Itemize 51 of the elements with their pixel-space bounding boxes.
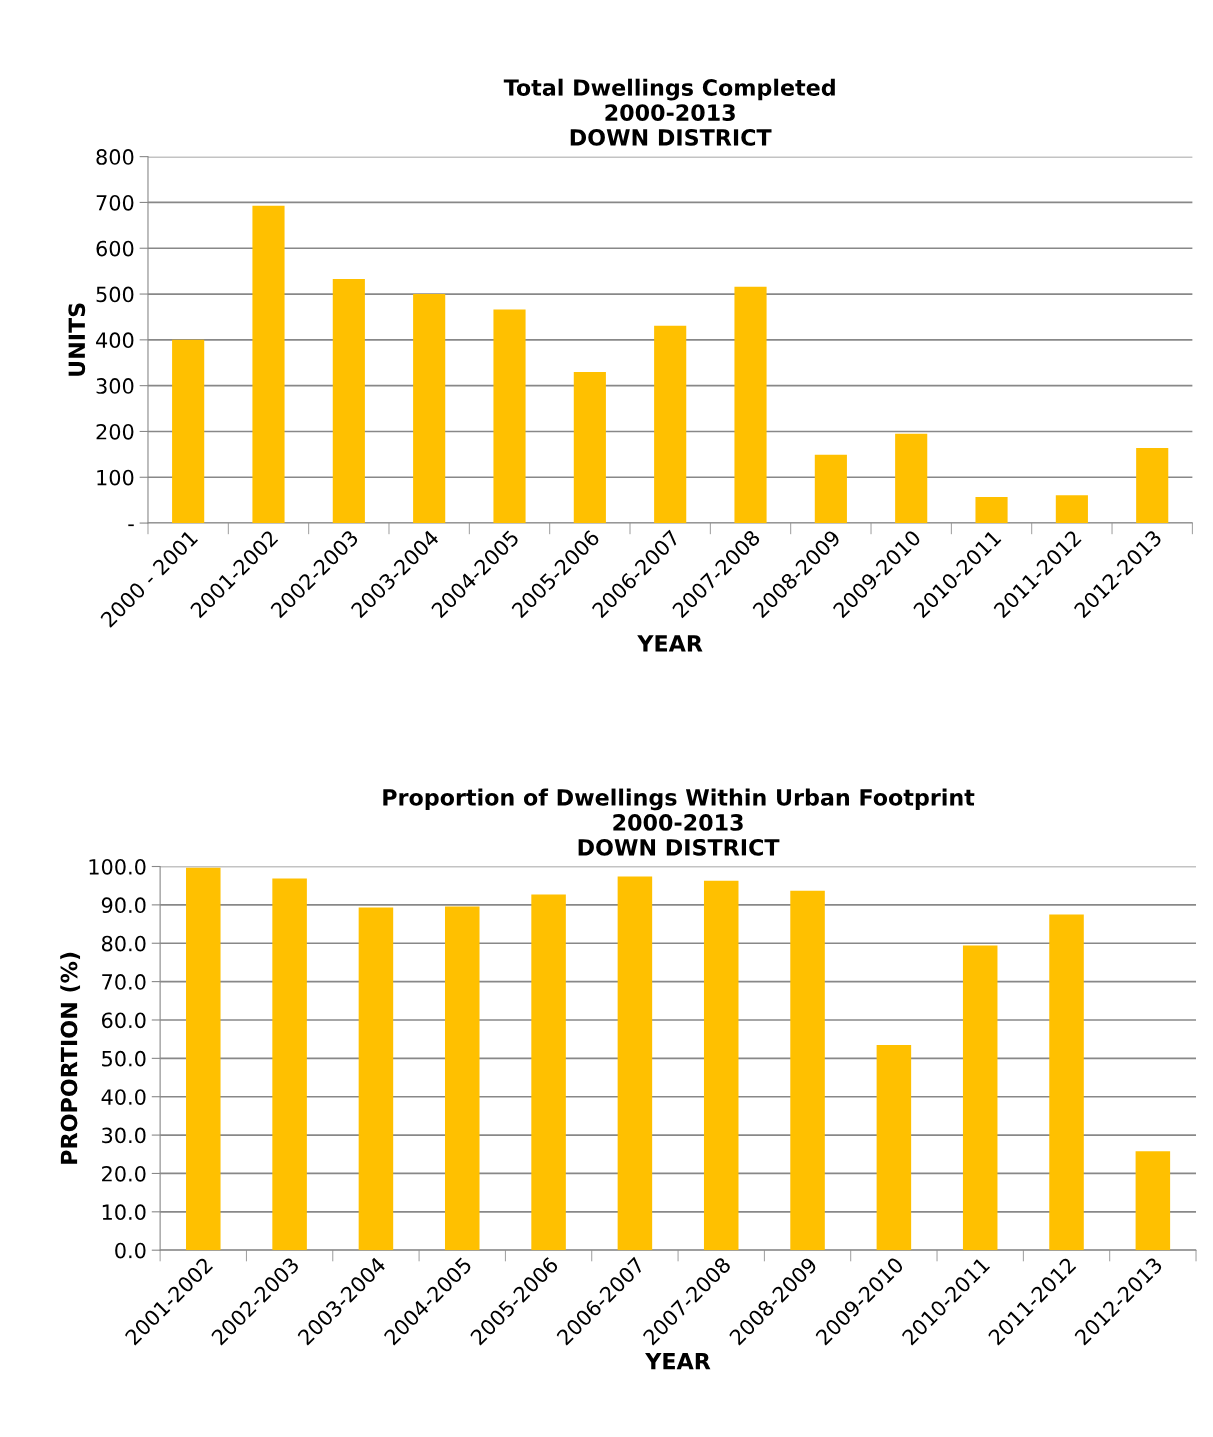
bar	[895, 433, 928, 524]
y-tick-label: 50.0	[102, 1050, 146, 1067]
bar	[252, 205, 285, 524]
bar	[186, 867, 221, 1251]
bar	[1135, 1151, 1171, 1251]
y-tick-label: 100	[97, 469, 134, 486]
bar	[1136, 447, 1169, 524]
bar	[1055, 495, 1088, 524]
y-axis-title: UNITS	[68, 303, 86, 376]
bar	[172, 339, 205, 524]
bar	[876, 1044, 912, 1251]
y-tick-label: 100.0	[89, 858, 146, 875]
bar	[358, 907, 394, 1251]
y-tick-label: 80.0	[101, 935, 146, 952]
y-tick-label: 300	[96, 378, 134, 394]
y-tick-label: 40.0	[101, 1089, 146, 1105]
bar	[332, 278, 365, 524]
bar	[444, 906, 480, 1251]
y-tick-label: 30.0	[102, 1127, 146, 1144]
y-tick-label: 60.0	[101, 1012, 146, 1029]
y-tick-label: 600	[96, 240, 134, 257]
bar	[734, 286, 767, 524]
chart-title: Total Dwellings Completed 2000-2013 DOWN DISTRICT	[503, 78, 835, 146]
x-axis-title: YEAR	[637, 635, 703, 652]
y-tick-label: 500	[96, 286, 134, 303]
y-tick-label: 20.0	[102, 1165, 146, 1182]
y-tick-label: 200	[96, 423, 134, 440]
bar	[790, 890, 825, 1251]
y-tick-label: 800	[96, 149, 134, 165]
y-tick-label: 700	[96, 194, 134, 211]
y-tick-label: 400	[96, 332, 134, 349]
y-tick-label: -	[128, 524, 134, 527]
bar	[493, 309, 526, 524]
x-axis-title: YEAR	[645, 1353, 711, 1370]
bar	[272, 878, 307, 1251]
chart-title: Proportion of Dwellings Within Urban Footprint 2000-2013 DOWN DISTRICT	[383, 788, 975, 856]
y-tick-label: 0.0	[115, 1242, 146, 1259]
y-tick-label: 10.0	[102, 1204, 146, 1221]
bar	[654, 325, 687, 524]
y-tick-label: 90.0	[101, 897, 146, 914]
bar	[814, 454, 847, 524]
bar	[413, 294, 446, 524]
y-axis-title: PROPORTION (%)	[60, 952, 81, 1164]
bar	[617, 876, 653, 1251]
bar	[1049, 914, 1084, 1251]
y-tick-label: 70.0	[102, 974, 146, 990]
bar	[703, 880, 739, 1251]
bar	[573, 371, 606, 524]
bar	[962, 945, 998, 1251]
bar	[531, 894, 566, 1251]
bar	[975, 496, 1008, 524]
